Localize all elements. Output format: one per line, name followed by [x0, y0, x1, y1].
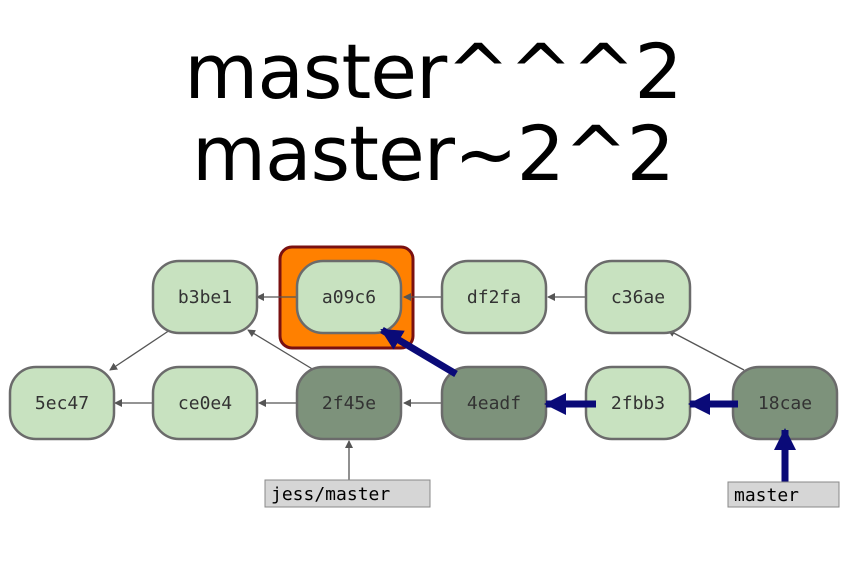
title-line-1: master^^^2 — [184, 27, 682, 116]
commit-a09c6: a09c6 — [295, 259, 403, 335]
commit-2fbb3: 2fbb3 — [584, 365, 692, 441]
commit-b3be1: b3be1 — [151, 259, 259, 335]
ref-label: master — [734, 485, 799, 506]
commit-label: ce0e4 — [178, 393, 232, 414]
commit-18cae: 18cae — [731, 365, 839, 441]
commit-label: 2fbb3 — [611, 393, 665, 414]
ref-label: jess/master — [271, 484, 390, 505]
commit-label: b3be1 — [178, 287, 232, 308]
navigation-path — [380, 326, 796, 482]
commit-4eadf: 4eadf — [440, 365, 548, 441]
commit-c36ae: c36ae — [584, 259, 692, 335]
commit-label: 18cae — [758, 393, 812, 414]
commit-label: 2f45e — [322, 393, 376, 414]
commit-2f45e: 2f45e — [295, 365, 403, 441]
parent-link-2f45e-b3be1 — [247, 329, 315, 371]
ref-jess-master: jess/master — [264, 479, 431, 508]
commit-label: a09c6 — [322, 287, 376, 308]
parent-link-18cae-c36ae — [667, 329, 745, 371]
title-line-2: master~2^2 — [191, 109, 675, 198]
commit-label: c36ae — [611, 287, 665, 308]
nav-arrow-4eadf-a09c6 — [380, 326, 458, 378]
parent-link-b3be1-5ec47 — [109, 329, 171, 371]
ref-master: master — [727, 481, 840, 508]
commit-label: 4eadf — [467, 393, 521, 414]
commit-label: df2fa — [467, 287, 521, 308]
commit-label: 5ec47 — [35, 393, 89, 414]
parent-links — [109, 293, 745, 480]
commit-5ec47: 5ec47 — [8, 365, 116, 441]
commit-df2fa: df2fa — [440, 259, 548, 335]
commit-ce0e4: ce0e4 — [151, 365, 259, 441]
